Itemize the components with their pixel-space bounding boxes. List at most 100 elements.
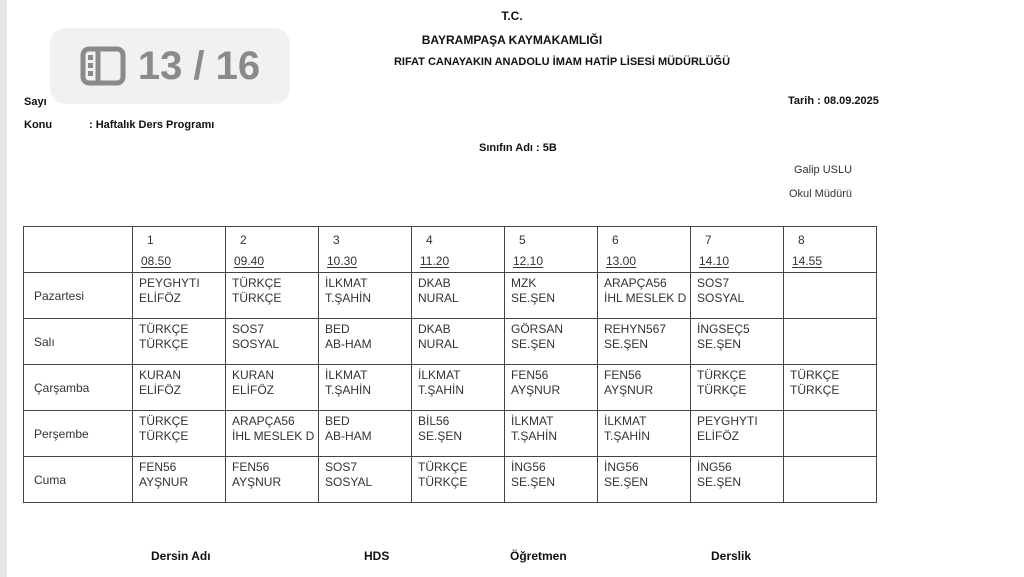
period-number: 1 bbox=[147, 233, 154, 247]
lesson-code: PEYGHYTI bbox=[697, 414, 758, 428]
period-time: 11.20 bbox=[420, 254, 450, 268]
header-row: 1 08.50 2 09.40 3 10.30 4 11.20 5 12.10 6 13.00 7 14.… bbox=[23, 226, 877, 273]
lesson-cell: MZK SE.ŞEN bbox=[504, 272, 598, 319]
period-time: 14.55 bbox=[792, 254, 823, 268]
lesson-code: İLKMAT bbox=[511, 414, 554, 428]
lesson-code: ARAPÇA56 bbox=[604, 276, 667, 290]
sayi-label: Sayı bbox=[24, 96, 47, 108]
teacher-name: T.ŞAHİN bbox=[604, 429, 651, 443]
teacher-name: İHL MESLEK D bbox=[232, 429, 315, 443]
lesson-cell: TÜRKÇE TÜRKÇE bbox=[690, 364, 784, 411]
viewer-left-edge bbox=[0, 0, 7, 577]
teacher-name: SE.ŞEN bbox=[697, 337, 742, 351]
lesson-cell: PEYGHYTI ELİFÖZ bbox=[690, 410, 784, 457]
header-district: BAYRAMPAŞA KAYMAKAMLIĞI bbox=[421, 33, 603, 47]
lesson-code: FEN56 bbox=[139, 460, 177, 474]
lesson-cell: SOS7 SOSYAL bbox=[690, 272, 784, 319]
lesson-code: DKAB bbox=[418, 322, 451, 336]
lesson-cell: FEN56 AYŞNUR bbox=[504, 364, 598, 411]
lesson-code: FEN56 bbox=[604, 368, 642, 382]
lesson-cell: FEN56 AYŞNUR bbox=[225, 456, 319, 503]
weekly-schedule-table: 1 08.50 2 09.40 3 10.30 4 11.20 5 12.10 6 13.00 7 14.… bbox=[23, 226, 877, 503]
teacher-name: TÜRKÇE bbox=[790, 383, 840, 397]
lesson-cell: İLKMAT T.ŞAHİN bbox=[504, 410, 598, 457]
lesson-code: İLKMAT bbox=[325, 368, 368, 382]
lesson-cell: DKAB NURAL bbox=[411, 318, 505, 365]
period-number: 3 bbox=[333, 233, 340, 247]
period-header: 4 11.20 bbox=[411, 226, 505, 273]
teacher-name: SE.ŞEN bbox=[604, 337, 649, 351]
principal-title: Okul Müdürü bbox=[789, 188, 852, 200]
lesson-cell: İLKMAT T.ŞAHİN bbox=[411, 364, 505, 411]
lesson-cell: ARAPÇA56 İHL MESLEK D bbox=[225, 410, 319, 457]
table-row: Çarşamba KURAN ELİFÖZ KURAN ELİFÖZ İLKMAT T.ŞA… bbox=[23, 364, 877, 411]
sidebar-pages-icon bbox=[80, 46, 126, 86]
teacher-name: NURAL bbox=[418, 291, 459, 305]
teacher-name: ELİFÖZ bbox=[232, 383, 275, 397]
teacher-name: AB-HAM bbox=[325, 337, 372, 351]
teacher-name: TÜRKÇE bbox=[232, 291, 282, 305]
lesson-cell: FEN56 AYŞNUR bbox=[597, 364, 691, 411]
teacher-name: ELİFÖZ bbox=[139, 291, 182, 305]
lesson-code: İLKMAT bbox=[418, 368, 461, 382]
teacher-name: TÜRKÇE bbox=[139, 337, 189, 351]
teacher-name: AYŞNUR bbox=[139, 475, 189, 489]
lesson-cell: TÜRKÇE TÜRKÇE bbox=[411, 456, 505, 503]
teacher-name: AYŞNUR bbox=[232, 475, 282, 489]
lesson-cell: İNG56 SE.ŞEN bbox=[504, 456, 598, 503]
lesson-code: TÜRKÇE bbox=[232, 276, 282, 290]
teacher-name: SE.ŞEN bbox=[511, 291, 556, 305]
lesson-code: BED bbox=[325, 322, 350, 336]
period-header: 5 12.10 bbox=[504, 226, 598, 273]
lesson-cell: PEYGHYTI ELİFÖZ bbox=[132, 272, 226, 319]
table-row: Cuma FEN56 AYŞNUR FEN56 AYŞNUR SOS7 SOSYAL TÜRK… bbox=[23, 456, 877, 503]
lesson-code: TÜRKÇE bbox=[697, 368, 747, 382]
table-row: Pazartesi PEYGHYTI ELİFÖZ TÜRKÇE TÜRKÇE İLKMA… bbox=[23, 272, 877, 319]
teacher-name: İHL MESLEK D bbox=[604, 291, 687, 305]
lesson-code: TÜRKÇE bbox=[139, 414, 189, 428]
table-row: Perşembe TÜRKÇE TÜRKÇE ARAPÇA56 İHL MESLEK D… bbox=[23, 410, 877, 457]
teacher-name: SE.ŞEN bbox=[511, 475, 556, 489]
lesson-cell: KURAN ELİFÖZ bbox=[225, 364, 319, 411]
lesson-code: İNG56 bbox=[604, 460, 639, 474]
day-name: Salı bbox=[23, 318, 133, 365]
lesson-code: BED bbox=[325, 414, 350, 428]
period-time: 10.30 bbox=[327, 254, 358, 268]
konu-value: : Haftalık Ders Programı bbox=[89, 119, 215, 131]
day-name: Perşembe bbox=[23, 410, 133, 457]
lesson-code: GÖRSAN bbox=[511, 322, 564, 336]
lesson-cell bbox=[783, 456, 877, 503]
lesson-cell: İLKMAT T.ŞAHİN bbox=[597, 410, 691, 457]
teacher-name: TÜRKÇE bbox=[139, 429, 189, 443]
teacher-name: SE.ŞEN bbox=[697, 475, 742, 489]
teacher-name: T.ŞAHİN bbox=[418, 383, 465, 397]
lesson-code: TÜRKÇE bbox=[418, 460, 468, 474]
lesson-cell: FEN56 AYŞNUR bbox=[132, 456, 226, 503]
lesson-code: MZK bbox=[511, 276, 537, 290]
lesson-code: REHYN567 bbox=[604, 322, 667, 336]
lesson-cell: BİL56 SE.ŞEN bbox=[411, 410, 505, 457]
lesson-cell: ARAPÇA56 İHL MESLEK D bbox=[597, 272, 691, 319]
lesson-cell: İNG56 SE.ŞEN bbox=[597, 456, 691, 503]
period-number: 5 bbox=[519, 233, 526, 247]
day-name: Pazartesi bbox=[23, 272, 133, 319]
col-teacher: Öğretmen bbox=[510, 549, 567, 563]
lesson-cell: SOS7 SOSYAL bbox=[225, 318, 319, 365]
teacher-name: SE.ŞEN bbox=[604, 475, 649, 489]
period-number: 8 bbox=[798, 233, 805, 247]
lesson-code: TÜRKÇE bbox=[139, 322, 189, 336]
lesson-cell: REHYN567 SE.ŞEN bbox=[597, 318, 691, 365]
lesson-code: İNGSEÇ5 bbox=[697, 322, 750, 336]
period-number: 2 bbox=[240, 233, 247, 247]
period-number: 4 bbox=[426, 233, 433, 247]
teacher-name: SOSYAL bbox=[697, 291, 745, 305]
teacher-name: T.ŞAHİN bbox=[511, 429, 558, 443]
lesson-cell: İNGSEÇ5 SE.ŞEN bbox=[690, 318, 784, 365]
teacher-name: TÜRKÇE bbox=[418, 475, 468, 489]
header-tc: T.C. bbox=[501, 9, 523, 23]
lesson-cell: BED AB-HAM bbox=[318, 410, 412, 457]
lesson-code: BİL56 bbox=[418, 414, 450, 428]
teacher-name: ELİFÖZ bbox=[139, 383, 182, 397]
teacher-name: AB-HAM bbox=[325, 429, 372, 443]
lesson-cell: TÜRKÇE TÜRKÇE bbox=[132, 318, 226, 365]
